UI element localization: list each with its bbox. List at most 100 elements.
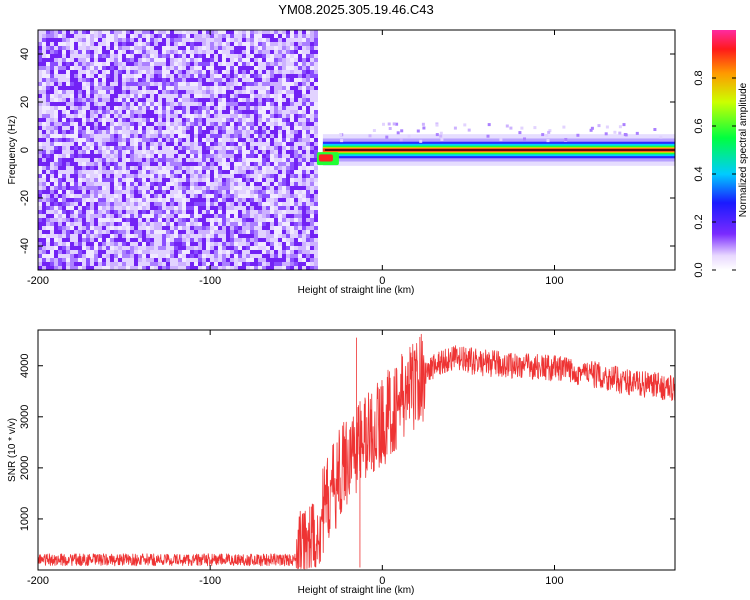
spectrogram-cell	[70, 242, 74, 248]
spectrogram-cell	[222, 186, 226, 192]
spectrogram-cell	[118, 238, 122, 243]
spectrogram-cell	[170, 206, 174, 211]
spectrogram-cell	[234, 174, 238, 181]
spectrogram-cell	[130, 262, 134, 269]
spectrogram-cell	[170, 158, 174, 163]
spectrogram-cell	[274, 122, 278, 126]
spectrogram-cell	[122, 170, 126, 177]
spectrogram-cell	[150, 206, 154, 210]
spectrogram-cell	[130, 158, 134, 163]
spectrogram-cell	[182, 106, 186, 112]
spectrogram-cell	[310, 246, 314, 251]
spectrogram-cell	[302, 266, 306, 270]
spectrogram-cell	[158, 58, 162, 65]
spectrogram-speckle	[520, 126, 524, 130]
spectrogram-cell	[286, 258, 290, 262]
spectrogram-cell	[58, 142, 62, 148]
spectrogram-cell	[302, 90, 306, 96]
spectrogram-cell	[62, 34, 66, 38]
spectrogram-cell	[258, 42, 262, 48]
spectrogram-cell	[310, 202, 314, 207]
spectrogram-cell	[194, 78, 198, 84]
spectrogram-cell	[94, 122, 98, 127]
spectrogram-cell	[230, 146, 234, 151]
spectrogram-cell	[262, 254, 266, 261]
spectrogram-cell	[282, 218, 286, 222]
spectrogram-cell	[46, 146, 50, 151]
spectrogram-speckle	[597, 124, 601, 128]
spectrogram-cell	[298, 262, 302, 268]
spectrogram-cell	[182, 54, 186, 61]
spectrogram-cell	[238, 150, 242, 156]
spectrogram-cell	[270, 218, 274, 223]
spectrogram-cell	[58, 198, 62, 203]
spectrogram-cell	[230, 66, 234, 73]
spectrogram-cell	[282, 54, 286, 61]
spectrogram-cell	[254, 70, 258, 77]
spectrogram-cell	[70, 262, 74, 267]
spectrogram-cell	[254, 158, 258, 162]
spectrogram-cell	[158, 250, 162, 254]
spectrogram-cell	[258, 62, 262, 68]
spectrogram-cell	[258, 234, 262, 238]
spectrogram-cell	[286, 82, 290, 89]
spectrogram-cell	[206, 46, 210, 53]
spectrogram-cell	[170, 58, 174, 65]
spectrogram-cell	[54, 90, 58, 95]
spectrogram-cell	[78, 174, 82, 178]
spectrogram-cell	[82, 54, 86, 59]
spectrogram-cell	[230, 206, 234, 210]
spectrogram-cell	[42, 138, 46, 145]
spectrogram-cell	[74, 262, 78, 267]
spectrogram-cell	[118, 182, 122, 189]
spectrogram-cell	[174, 266, 178, 270]
spectrogram-cell	[86, 150, 90, 155]
spectrogram-cell	[58, 182, 62, 186]
spectrogram-cell	[118, 118, 122, 122]
spectrogram-cell	[310, 234, 314, 241]
spectrogram-cell	[146, 226, 150, 233]
spectrogram-cell	[278, 122, 282, 128]
spectrogram-cell	[250, 166, 254, 172]
spectrogram-cell	[218, 194, 222, 201]
spectrogram-cell	[202, 66, 206, 70]
spectrogram-cell	[178, 34, 182, 40]
spectrogram-cell	[94, 246, 98, 253]
spectrogram-cell	[278, 222, 282, 228]
spectrogram-cell	[306, 190, 310, 196]
spectrogram-cell	[226, 78, 230, 83]
spectrogram-cell	[82, 90, 86, 94]
spectrogram-cell	[142, 74, 146, 81]
spectrogram-cell	[226, 126, 230, 131]
spectrogram-cell	[114, 214, 118, 221]
spectrogram-cell	[166, 98, 170, 102]
spectrogram-cell	[162, 222, 166, 227]
spectrogram-cell	[126, 246, 130, 252]
spectrogram-speckle	[453, 126, 457, 130]
spectrogram-cell	[194, 30, 198, 34]
spectrogram-cell	[62, 222, 66, 226]
spectrogram-cell	[142, 98, 146, 103]
spectrogram-cell	[226, 58, 230, 65]
spectrogram-cell	[94, 202, 98, 209]
spectrogram-cell	[162, 150, 166, 155]
spectrogram-cell	[106, 238, 110, 242]
spectrogram-cell	[138, 174, 142, 180]
spectrogram-cell	[134, 94, 138, 98]
spectrogram-cell	[110, 222, 114, 229]
spectrogram-cell	[298, 102, 302, 108]
spectrogram-cell	[138, 106, 142, 113]
spectrogram-cell	[122, 126, 126, 131]
spectrogram-cell	[74, 266, 78, 270]
spectrogram-cell	[106, 50, 110, 56]
spectrogram-cell	[114, 118, 118, 124]
spectrogram-cell	[146, 158, 150, 164]
spectrogram-cell	[190, 146, 194, 153]
spectrogram-cell	[142, 178, 146, 182]
spectrogram-cell	[214, 210, 218, 214]
spectrogram-cell	[170, 146, 174, 153]
spectrogram-cell	[90, 150, 94, 155]
spectrogram-cell	[258, 118, 262, 122]
spectrogram-cell	[274, 254, 278, 260]
spectrogram-cell	[166, 86, 170, 93]
